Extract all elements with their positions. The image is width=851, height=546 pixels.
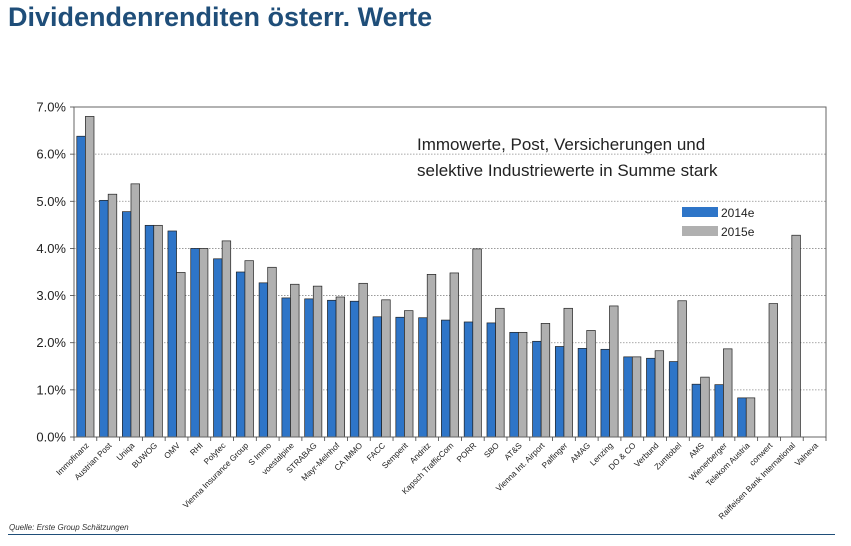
y-tick-label: 2.0% <box>36 335 66 350</box>
bar-2014e <box>623 356 633 438</box>
bar-2014e <box>441 319 451 438</box>
bar-2014e <box>122 211 132 438</box>
bar-2015e <box>358 282 368 438</box>
bar-2014e <box>349 300 360 438</box>
y-tick-label: 6.0% <box>36 147 66 162</box>
y-tick-label: 0.0% <box>36 430 66 445</box>
bar-2014e <box>167 230 177 438</box>
bar-2015e <box>745 397 756 438</box>
bar-2015e <box>631 356 642 438</box>
bar-2015e <box>85 116 95 438</box>
x-category-label: RHI <box>188 441 204 457</box>
bar-2015e <box>426 274 437 438</box>
bar-2015e <box>404 310 414 438</box>
page-title: Dividendenrenditen österr. Werte <box>8 2 433 32</box>
bar-2015e <box>654 350 665 438</box>
x-category-label: AT&S <box>503 441 524 462</box>
x-category-label: PORR <box>455 441 478 464</box>
bar-2015e <box>130 183 140 438</box>
bar-2015e <box>107 193 118 438</box>
bar-2015e <box>176 272 186 438</box>
x-category-label: BUWOG <box>130 441 159 470</box>
bar-2014e <box>395 316 405 438</box>
legend-swatch-2014e <box>682 207 718 217</box>
bar-2015e <box>198 248 209 438</box>
y-tick-label: 1.0% <box>36 382 66 397</box>
bar-2015e <box>586 330 596 438</box>
axes <box>70 106 827 441</box>
bar-2014e <box>554 346 565 438</box>
bar-2014e <box>646 357 656 438</box>
bar-2014e <box>714 384 724 438</box>
x-category-label: SBO <box>482 441 501 460</box>
bar-2015e <box>563 307 573 438</box>
bar-2014e <box>213 258 223 438</box>
bar-2014e <box>327 299 337 438</box>
y-tick-label: 4.0% <box>36 241 66 256</box>
bar-2015e <box>472 248 482 438</box>
bar-2014e <box>235 271 246 438</box>
bars <box>76 116 801 438</box>
y-tick-label: 7.0% <box>36 100 66 115</box>
bar-2014e <box>144 224 155 438</box>
annotation-line-1: Immowerte, Post, Versicherungen und <box>417 135 705 154</box>
x-category-label: OMV <box>162 441 182 461</box>
bar-2015e <box>791 234 801 438</box>
bar-2014e <box>577 348 588 438</box>
x-category-label: Semperit <box>380 441 410 471</box>
x-category-label: Valneva <box>793 441 820 468</box>
y-tick-label: 5.0% <box>36 194 66 209</box>
bar-2015e <box>381 299 391 438</box>
bar-2015e <box>312 285 323 438</box>
bar-2015e <box>449 272 459 438</box>
bar-2015e <box>335 296 346 438</box>
bar-2015e <box>290 283 300 438</box>
bar-2014e <box>691 383 702 438</box>
bar-2014e <box>509 331 519 438</box>
bar-2015e <box>768 303 778 438</box>
bar-2015e <box>518 331 528 438</box>
bar-2015e <box>267 266 277 438</box>
bar-2014e <box>281 297 291 438</box>
bar-2014e <box>372 316 382 438</box>
source-note: Quelle: Erste Group Schätzungen <box>9 523 129 532</box>
bar-2014e <box>76 135 86 438</box>
bar-2014e <box>304 298 314 438</box>
bar-2014e <box>99 199 109 438</box>
bar-2015e <box>677 300 687 438</box>
y-tick-labels: 0.0% 1.0% 2.0% 3.0% 4.0% 5.0% 6.0% 7.0% <box>36 100 66 445</box>
legend-swatch-2015e <box>682 226 718 236</box>
annotation-line-2: selektive Industriewerte in Summe stark <box>417 161 718 180</box>
bar-2015e <box>221 240 232 438</box>
y-tick-label: 3.0% <box>36 288 66 303</box>
bar-2015e <box>540 323 551 438</box>
plot-frame <box>73 106 827 438</box>
bar-2015e <box>244 260 254 438</box>
legend: 2014e 2015e <box>682 206 755 239</box>
bar-2014e <box>258 282 269 438</box>
bar-2014e <box>486 322 496 438</box>
bar-2014e <box>532 340 542 438</box>
bar-2014e <box>668 361 679 438</box>
bar-2014e <box>418 317 428 438</box>
bar-2015e <box>700 376 710 438</box>
bar-2015e <box>495 307 505 438</box>
bar-2015e <box>723 348 733 438</box>
legend-label-2014e: 2014e <box>721 206 755 220</box>
bar-2014e <box>190 248 200 438</box>
x-category-label: Palfinger <box>540 441 569 470</box>
footer-divider <box>8 534 835 535</box>
bar-2014e <box>463 321 474 438</box>
x-category-label: AMS <box>687 441 706 460</box>
bar-2014e <box>737 397 747 438</box>
bar-2015e <box>153 224 163 438</box>
legend-label-2015e: 2015e <box>721 225 755 239</box>
bar-2015e <box>609 305 619 438</box>
bar-2014e <box>600 348 610 438</box>
